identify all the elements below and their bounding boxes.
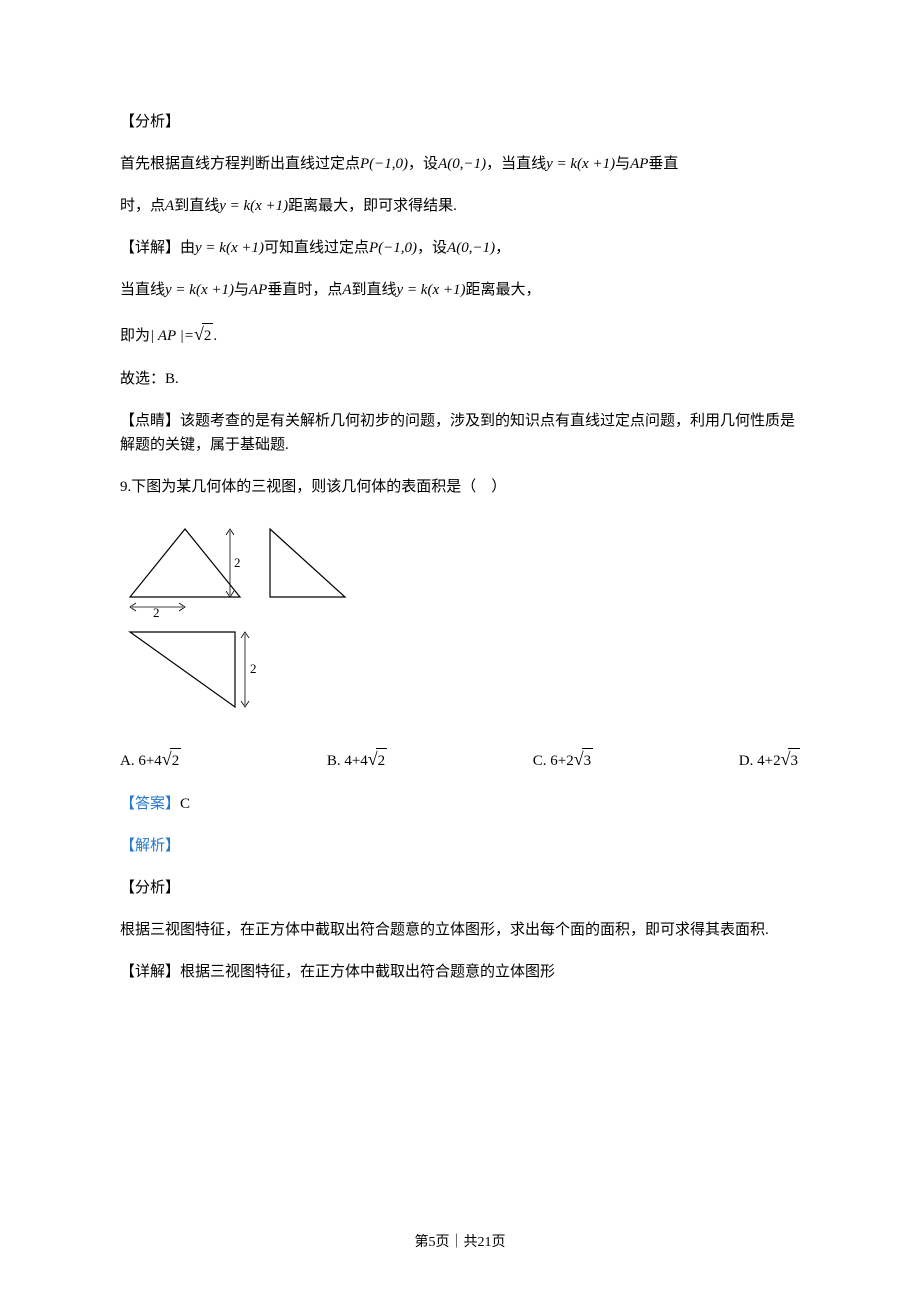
three-view-svg: 2 2 2 — [120, 517, 380, 727]
p3-a: A — [165, 198, 174, 214]
p2-point2: A(0,−1) — [438, 156, 486, 172]
top-view-triangle: 2 — [130, 632, 257, 707]
para-10: 【分析】 — [120, 876, 800, 900]
p5-pre: 当直线 — [120, 282, 165, 298]
p2-mid1: ，设 — [408, 156, 438, 172]
p3-eq: y = k(x +1) — [219, 198, 288, 214]
answer-line: 【答案】C — [120, 792, 800, 816]
p5-ap: AP — [249, 282, 267, 298]
p4-mid2: ，设 — [417, 240, 447, 256]
p3-pre: 时，点 — [120, 198, 165, 214]
para-11: 根据三视图特征，在正方体中截取出符合题意的立体图形，求出每个面的面积，即可求得其… — [120, 918, 800, 942]
p2-end: 垂直 — [648, 156, 678, 172]
p5-mid1: 与 — [234, 282, 249, 298]
p2-ap: AP — [630, 156, 648, 172]
option-c-label: C. 6+2 — [533, 753, 574, 769]
side-view-triangle — [270, 529, 345, 597]
p5-mid2: 垂直时，点 — [267, 282, 342, 298]
option-a-sqrt: √2 — [162, 745, 181, 774]
p6-ap: | AP |= — [150, 328, 194, 344]
p4-pre: 【详解】由 — [120, 240, 195, 256]
p2-mid3: 与 — [615, 156, 630, 172]
p4-mid1: 可知直线过定点 — [264, 240, 369, 256]
option-a-label: A. 6+4 — [120, 753, 162, 769]
answer-label: 【答案】 — [120, 796, 180, 812]
page-footer: 第5页｜共21页 — [0, 1232, 920, 1254]
p8-text: 【点睛】该题考查的是有关解析几何初步的问题，涉及到的知识点有直线过定点问题，利用… — [120, 413, 795, 453]
p5-end: 距离最大， — [466, 282, 541, 298]
p5-eq1: y = k(x +1) — [165, 282, 234, 298]
para-4: 【详解】由y = k(x +1)可知直线过定点P(−1,0)，设A(0,−1)， — [120, 236, 800, 260]
p4-point1: P(−1,0) — [369, 240, 417, 256]
p9-text: 9.下图为某几何体的三视图，则该几何体的表面积是（ ） — [120, 479, 506, 495]
para-7: 故选：B. — [120, 367, 800, 391]
option-b-sqrt: √2 — [368, 745, 387, 774]
footer-text: 第5页｜共21页 — [415, 1235, 506, 1250]
option-d-label: D. 4+2 — [739, 753, 781, 769]
three-view-figure: 2 2 2 — [120, 517, 800, 727]
p5-mid3: 到直线 — [352, 282, 397, 298]
p5-a: A — [342, 282, 351, 298]
option-b: B. 4+4√2 — [327, 745, 387, 774]
para-6: 即为| AP |=√2. — [120, 320, 800, 349]
p6-sqrt-val: 2 — [202, 323, 214, 348]
p4-eq: y = k(x +1) — [195, 240, 264, 256]
p7-text: 故选：B. — [120, 371, 179, 387]
p12-text: 【详解】根据三视图特征，在正方体中截取出符合题意的立体图形 — [120, 964, 555, 980]
para-3: 时，点A到直线y = k(x +1)距离最大，即可求得结果. — [120, 194, 800, 218]
answer-value: C — [180, 796, 190, 812]
option-c: C. 6+2√3 — [533, 745, 593, 774]
para-5: 当直线y = k(x +1)与AP垂直时，点A到直线y = k(x +1)距离最… — [120, 278, 800, 302]
para-2: 首先根据直线方程判断出直线过定点P(−1,0)，设A(0,−1)，当直线y = … — [120, 152, 800, 176]
p5-eq2: y = k(x +1) — [397, 282, 466, 298]
option-c-sqrt: √3 — [574, 745, 593, 774]
option-d-sqrt: √3 — [781, 745, 800, 774]
option-b-label: B. 4+4 — [327, 753, 368, 769]
para-8: 【点睛】该题考查的是有关解析几何初步的问题，涉及到的知识点有直线过定点问题，利用… — [120, 409, 800, 457]
p2-pre: 首先根据直线方程判断出直线过定点 — [120, 156, 360, 172]
p6-pre: 即为 — [120, 328, 150, 344]
p2-point1: P(−1,0) — [360, 156, 408, 172]
p3-mid1: 到直线 — [174, 198, 219, 214]
p3-end: 距离最大，即可求得结果. — [288, 198, 457, 214]
p10-text: 【分析】 — [120, 880, 180, 896]
dim-label-h1: 2 — [153, 605, 160, 620]
p6-end: . — [213, 328, 217, 344]
dim-label-v2: 2 — [250, 661, 257, 676]
para-12: 【详解】根据三视图特征，在正方体中截取出符合题意的立体图形 — [120, 960, 800, 984]
p4-end: ， — [495, 240, 510, 256]
option-a: A. 6+4√2 — [120, 745, 181, 774]
sqrt-2: √2 — [194, 320, 213, 349]
p11-text: 根据三视图特征，在正方体中截取出符合题意的立体图形，求出每个面的面积，即可求得其… — [120, 922, 769, 938]
analysis-heading: 【分析】 — [120, 110, 800, 134]
dim-label-v1: 2 — [234, 555, 241, 570]
question-9: 9.下图为某几何体的三视图，则该几何体的表面积是（ ） — [120, 475, 800, 499]
p4-point2: A(0,−1) — [447, 240, 495, 256]
front-view-triangle: 2 2 — [130, 529, 241, 620]
analysis-line: 【解析】 — [120, 834, 800, 858]
answer-options: A. 6+4√2 B. 4+4√2 C. 6+2√3 D. 4+2√3 — [120, 745, 800, 774]
p1-text: 【分析】 — [120, 114, 180, 130]
option-d: D. 4+2√3 — [739, 745, 800, 774]
p2-eq1: y = k(x +1) — [546, 156, 615, 172]
analysis-label: 【解析】 — [120, 838, 180, 854]
p2-mid2: ，当直线 — [486, 156, 546, 172]
